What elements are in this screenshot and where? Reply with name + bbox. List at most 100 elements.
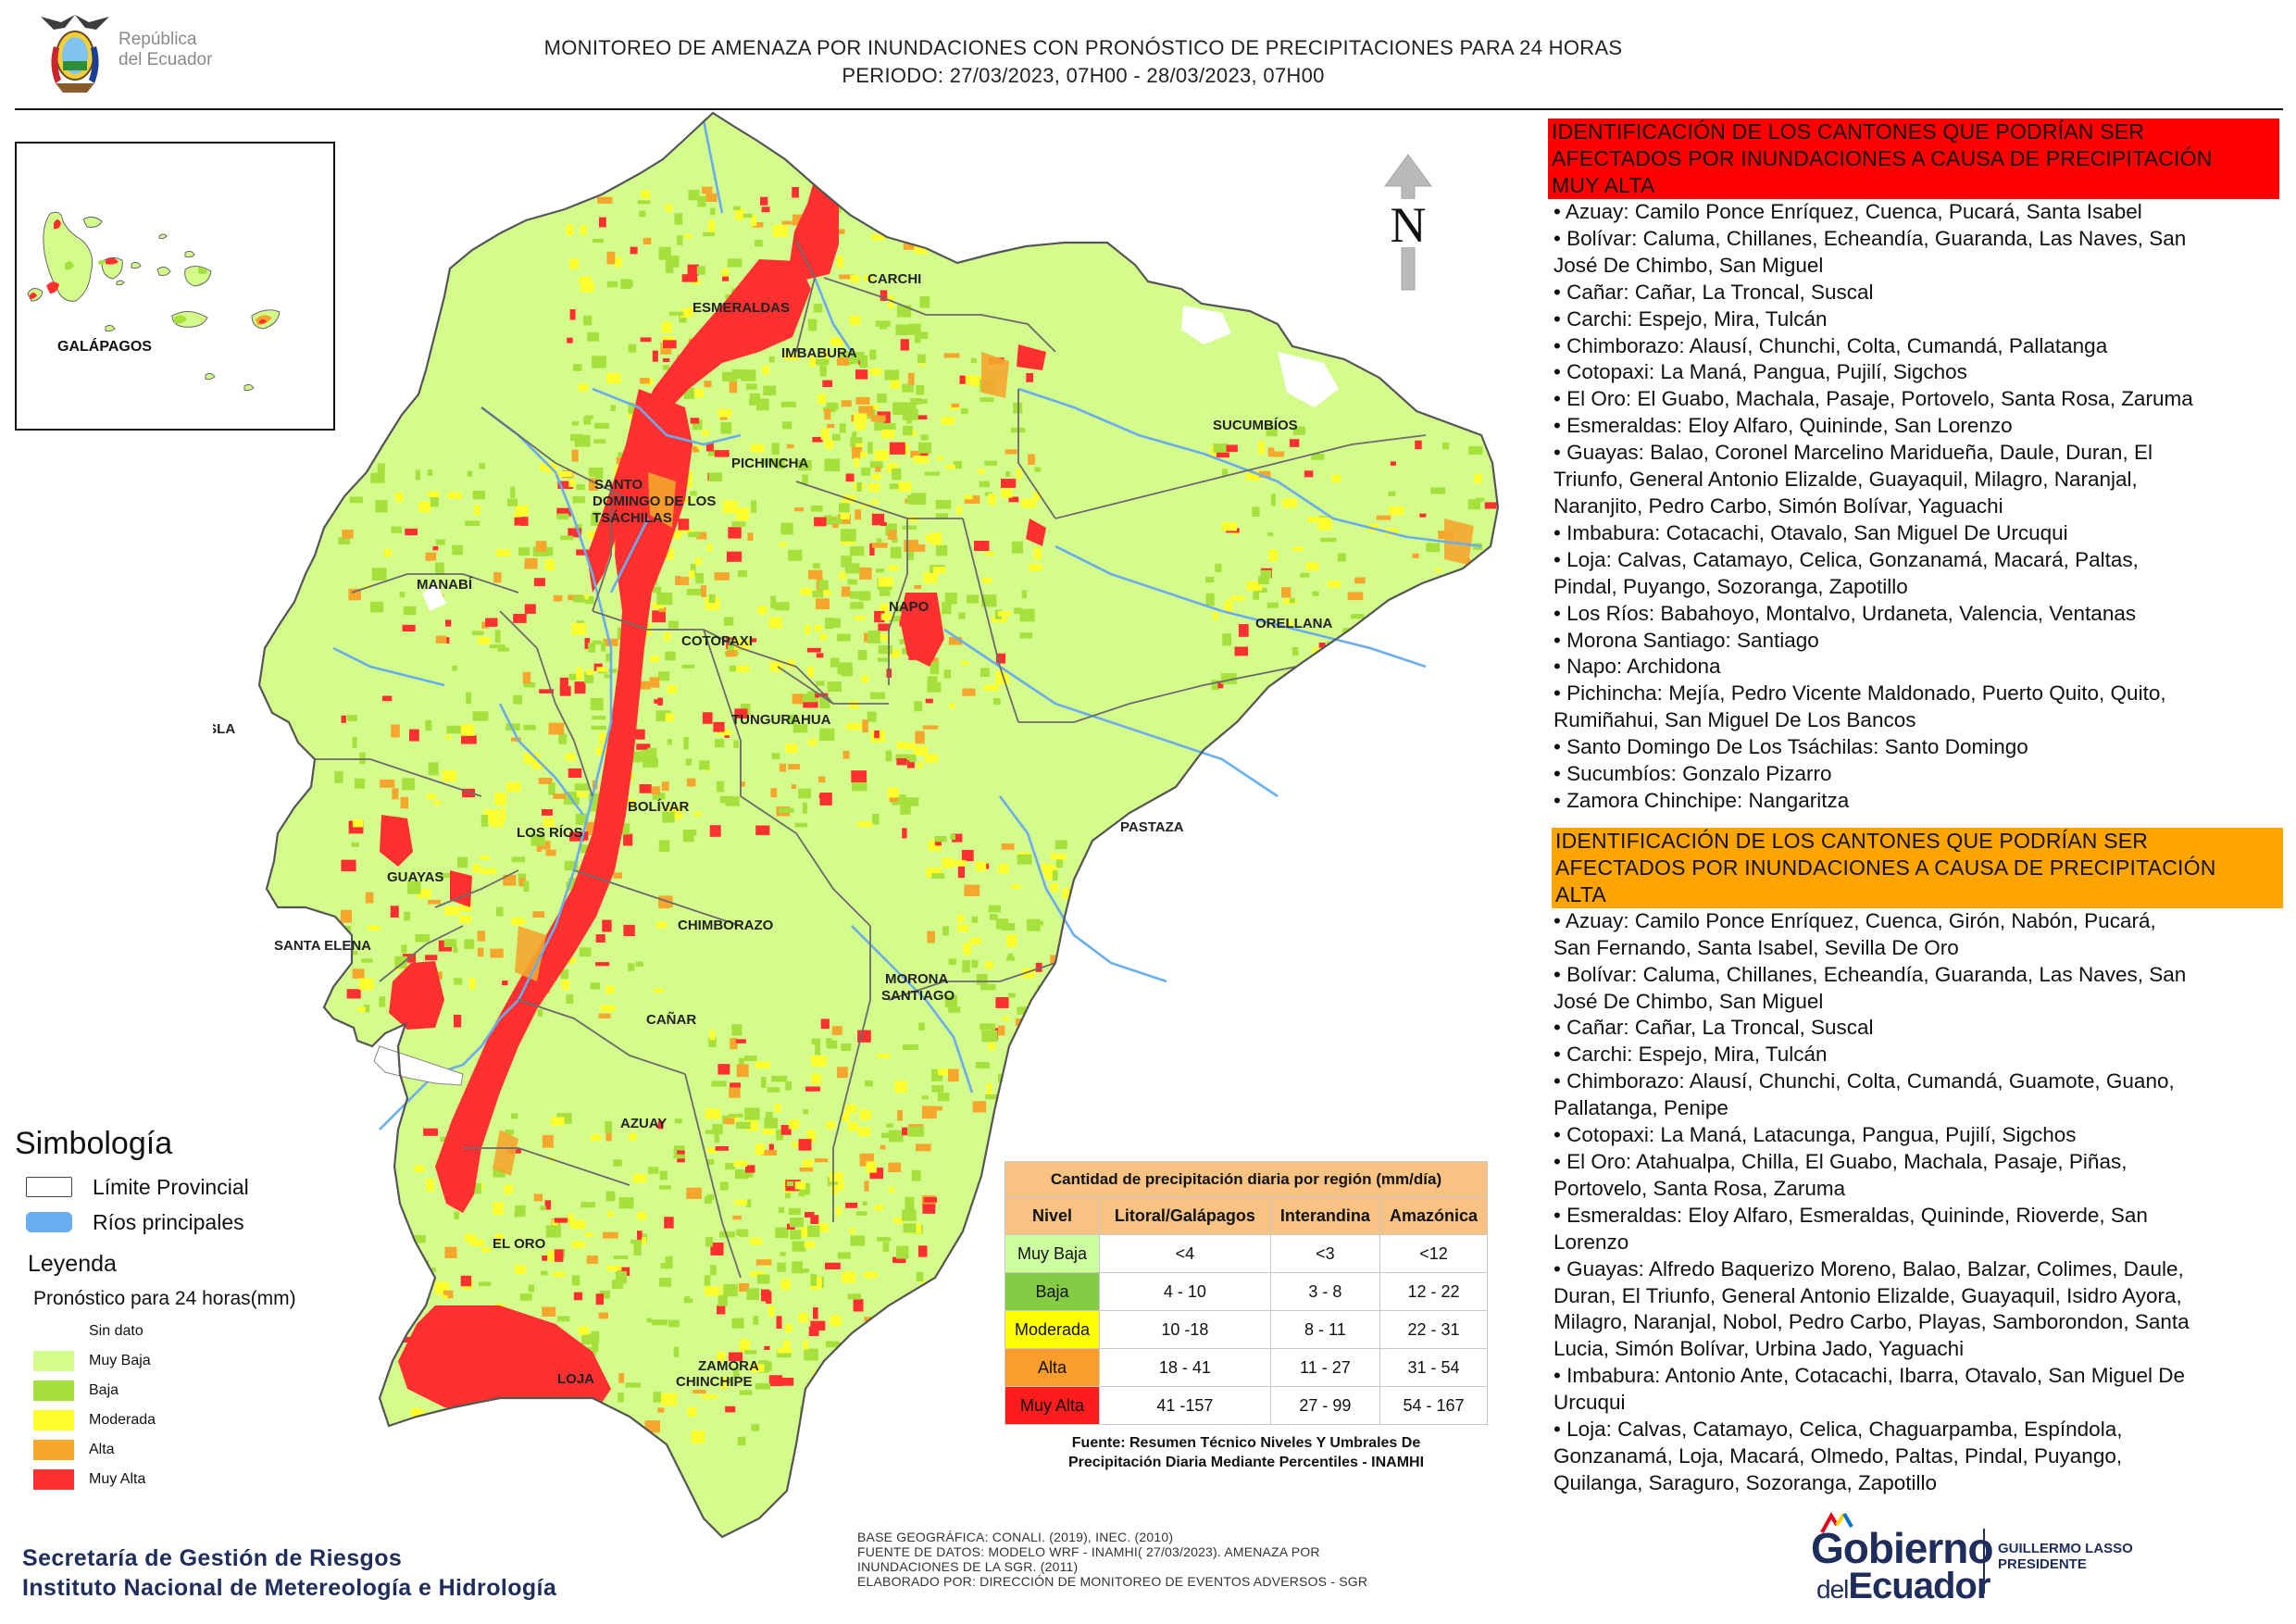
rivers bbox=[332, 119, 1482, 1131]
raster-cell bbox=[1019, 632, 1033, 639]
raster-cell bbox=[942, 602, 952, 615]
raster-cell bbox=[415, 469, 420, 481]
raster-cell bbox=[1287, 947, 1296, 960]
raster-cell bbox=[905, 1374, 911, 1387]
raster-cell bbox=[890, 377, 901, 389]
province-boundaries bbox=[315, 240, 1427, 1279]
raster-cell bbox=[888, 616, 904, 622]
raster-cell bbox=[962, 960, 970, 973]
raster-cell bbox=[683, 387, 694, 399]
raster-cell bbox=[785, 1193, 791, 1199]
raster-cell bbox=[626, 799, 635, 807]
raster-cell bbox=[1216, 452, 1229, 458]
raster-cell bbox=[1220, 673, 1237, 684]
raster-cell bbox=[845, 1202, 858, 1208]
raster-cell bbox=[1044, 999, 1051, 1010]
label-esmeraldas: ESMERALDAS bbox=[693, 300, 790, 316]
raster-cell bbox=[588, 468, 604, 476]
raster-cell bbox=[877, 1355, 890, 1367]
raster-cell bbox=[813, 304, 823, 313]
raster-cell bbox=[618, 1197, 634, 1209]
symbology-title: Simbología bbox=[15, 1126, 173, 1161]
raster-cell bbox=[716, 781, 724, 793]
raster-cell bbox=[902, 215, 917, 226]
raster-cell bbox=[998, 611, 1011, 617]
precipitation-layer bbox=[334, 178, 1498, 1455]
raster-cell bbox=[980, 397, 994, 403]
raster-cell bbox=[580, 281, 594, 293]
raster-cell bbox=[523, 724, 536, 731]
raster-cell bbox=[1388, 528, 1399, 534]
raster-cell bbox=[841, 1112, 850, 1121]
raster-cell bbox=[771, 1075, 788, 1082]
raster-cell bbox=[606, 1211, 614, 1218]
raster-cell bbox=[807, 739, 817, 746]
raster-cell bbox=[542, 1134, 554, 1148]
raster-cell bbox=[644, 1420, 660, 1433]
legend-row-limite: Límite Provincial bbox=[26, 1174, 249, 1200]
raster-cell bbox=[911, 1169, 921, 1181]
raster-cell bbox=[467, 470, 473, 477]
raster-cell bbox=[885, 750, 892, 762]
raster-cell bbox=[592, 238, 605, 244]
raster-cell bbox=[836, 229, 845, 234]
raster-cell bbox=[603, 1231, 618, 1239]
raster-cell bbox=[608, 1421, 624, 1426]
raster-cell bbox=[706, 1159, 715, 1166]
raster-cell bbox=[1097, 943, 1106, 951]
raster-cell bbox=[844, 563, 860, 574]
raster-cell bbox=[355, 778, 366, 789]
raster-cell bbox=[1477, 649, 1483, 661]
raster-cell bbox=[523, 1397, 536, 1409]
raster-cell bbox=[469, 977, 476, 990]
raster-cell bbox=[1316, 681, 1330, 687]
raster-cell bbox=[1304, 683, 1313, 693]
source-line1: Fuente: Resumen Técnico Niveles Y Umbral… bbox=[1071, 1435, 1421, 1451]
raster-cell bbox=[661, 1393, 678, 1406]
raster-cell bbox=[725, 1162, 735, 1170]
raster-cell bbox=[900, 1380, 913, 1393]
legend-class-muy-alta: Muy Alta bbox=[33, 1468, 145, 1491]
canton-line: • El Oro: Atahualpa, Chilla, El Guabo, M… bbox=[1554, 1150, 2128, 1173]
raster-cell bbox=[714, 450, 730, 457]
raster-cell bbox=[1474, 473, 1482, 483]
raster-cell bbox=[980, 1023, 996, 1031]
raster-cell bbox=[760, 196, 768, 206]
raster-cell bbox=[447, 492, 462, 499]
raster-cell bbox=[917, 1245, 928, 1257]
label-sin-dato: Sin dato bbox=[89, 1323, 144, 1339]
raster-cell bbox=[1205, 593, 1215, 606]
raster-cell bbox=[1229, 595, 1245, 601]
raster-cell bbox=[995, 671, 1009, 684]
label-baja: Baja bbox=[89, 1382, 119, 1398]
raster-cell bbox=[1464, 656, 1471, 664]
raster-cell bbox=[876, 568, 884, 573]
raster-cell bbox=[1222, 633, 1231, 646]
raster-cell bbox=[800, 588, 813, 595]
raster-cell bbox=[510, 737, 521, 742]
raster-cell bbox=[664, 1217, 674, 1229]
raster-cell bbox=[850, 1235, 866, 1246]
raster-cell bbox=[554, 1407, 568, 1415]
gobierno-logo-icon bbox=[1820, 1512, 1853, 1533]
raster-cell bbox=[722, 500, 738, 514]
raster-cell bbox=[792, 1241, 806, 1252]
raster-cell bbox=[653, 988, 665, 993]
raster-cell bbox=[568, 480, 576, 487]
raster-cell bbox=[867, 442, 873, 455]
raster-cell bbox=[576, 668, 583, 681]
canton-line: Rumiñahui, San Miguel De Los Bancos bbox=[1554, 708, 1916, 732]
raster-cell bbox=[875, 467, 881, 472]
raster-cell bbox=[755, 398, 769, 411]
raster-cell bbox=[537, 1008, 543, 1018]
raster-cell bbox=[580, 844, 593, 854]
raster-cell bbox=[481, 1247, 492, 1253]
label-loja: LOJA bbox=[557, 1371, 594, 1387]
raster-cell bbox=[931, 1085, 944, 1093]
raster-cell bbox=[836, 256, 843, 269]
raster-cell bbox=[847, 1293, 862, 1300]
raster-cell bbox=[931, 873, 945, 879]
raster-cell bbox=[370, 472, 385, 483]
label-carchi: CARCHI bbox=[867, 271, 921, 287]
raster-cell bbox=[693, 419, 703, 431]
